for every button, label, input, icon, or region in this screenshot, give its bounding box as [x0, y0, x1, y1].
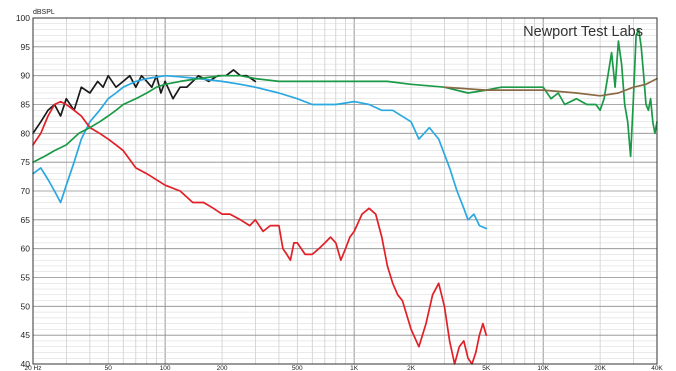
y-tick-label: 80: [21, 128, 31, 138]
y-tick-label: 70: [21, 186, 31, 196]
x-tick-label: 1K: [350, 365, 359, 371]
y-tick-label: 40: [21, 359, 31, 369]
x-tick-label: 2K: [407, 365, 416, 371]
y-tick-label: 55: [21, 273, 31, 283]
y-tick-label: 50: [21, 301, 31, 311]
y-tick-label: 85: [21, 100, 31, 110]
series-line-3: [32, 100, 488, 365]
series-line-2: [32, 74, 488, 230]
series-line-4: [32, 28, 658, 164]
plot-frame: [32, 17, 658, 365]
y-axis-unit-label: dBSPL: [33, 9, 55, 16]
series-line-5: [443, 77, 658, 97]
y-tick-label: 75: [21, 157, 31, 167]
chart-series: [32, 28, 658, 365]
y-tick-label: 60: [21, 244, 31, 254]
x-tick-label: 20K: [594, 365, 606, 371]
x-tick-label: 100: [160, 365, 171, 371]
x-tick-label: 5K: [482, 365, 491, 371]
x-tick-label: 10K: [537, 365, 549, 371]
y-tick-label: 95: [21, 42, 31, 52]
x-tick-label: 20 Hz: [25, 365, 42, 371]
y-tick-label: 45: [21, 330, 31, 340]
x-tick-label: 40K: [651, 365, 663, 371]
chart-tick-labels: 40 45 50 55 60 65 70 75 80 85 90 95 100 20 Hz 50 100 200…: [16, 13, 664, 371]
watermark-text: Newport Test Labs: [523, 24, 643, 40]
x-tick-label: 500: [292, 365, 303, 371]
y-tick-label: 100: [16, 13, 30, 23]
chart-grid: [32, 17, 658, 365]
x-tick-label: 50: [105, 365, 113, 371]
y-tick-label: 65: [21, 215, 31, 225]
x-tick-label: 200: [217, 365, 228, 371]
y-tick-label: 90: [21, 71, 31, 81]
